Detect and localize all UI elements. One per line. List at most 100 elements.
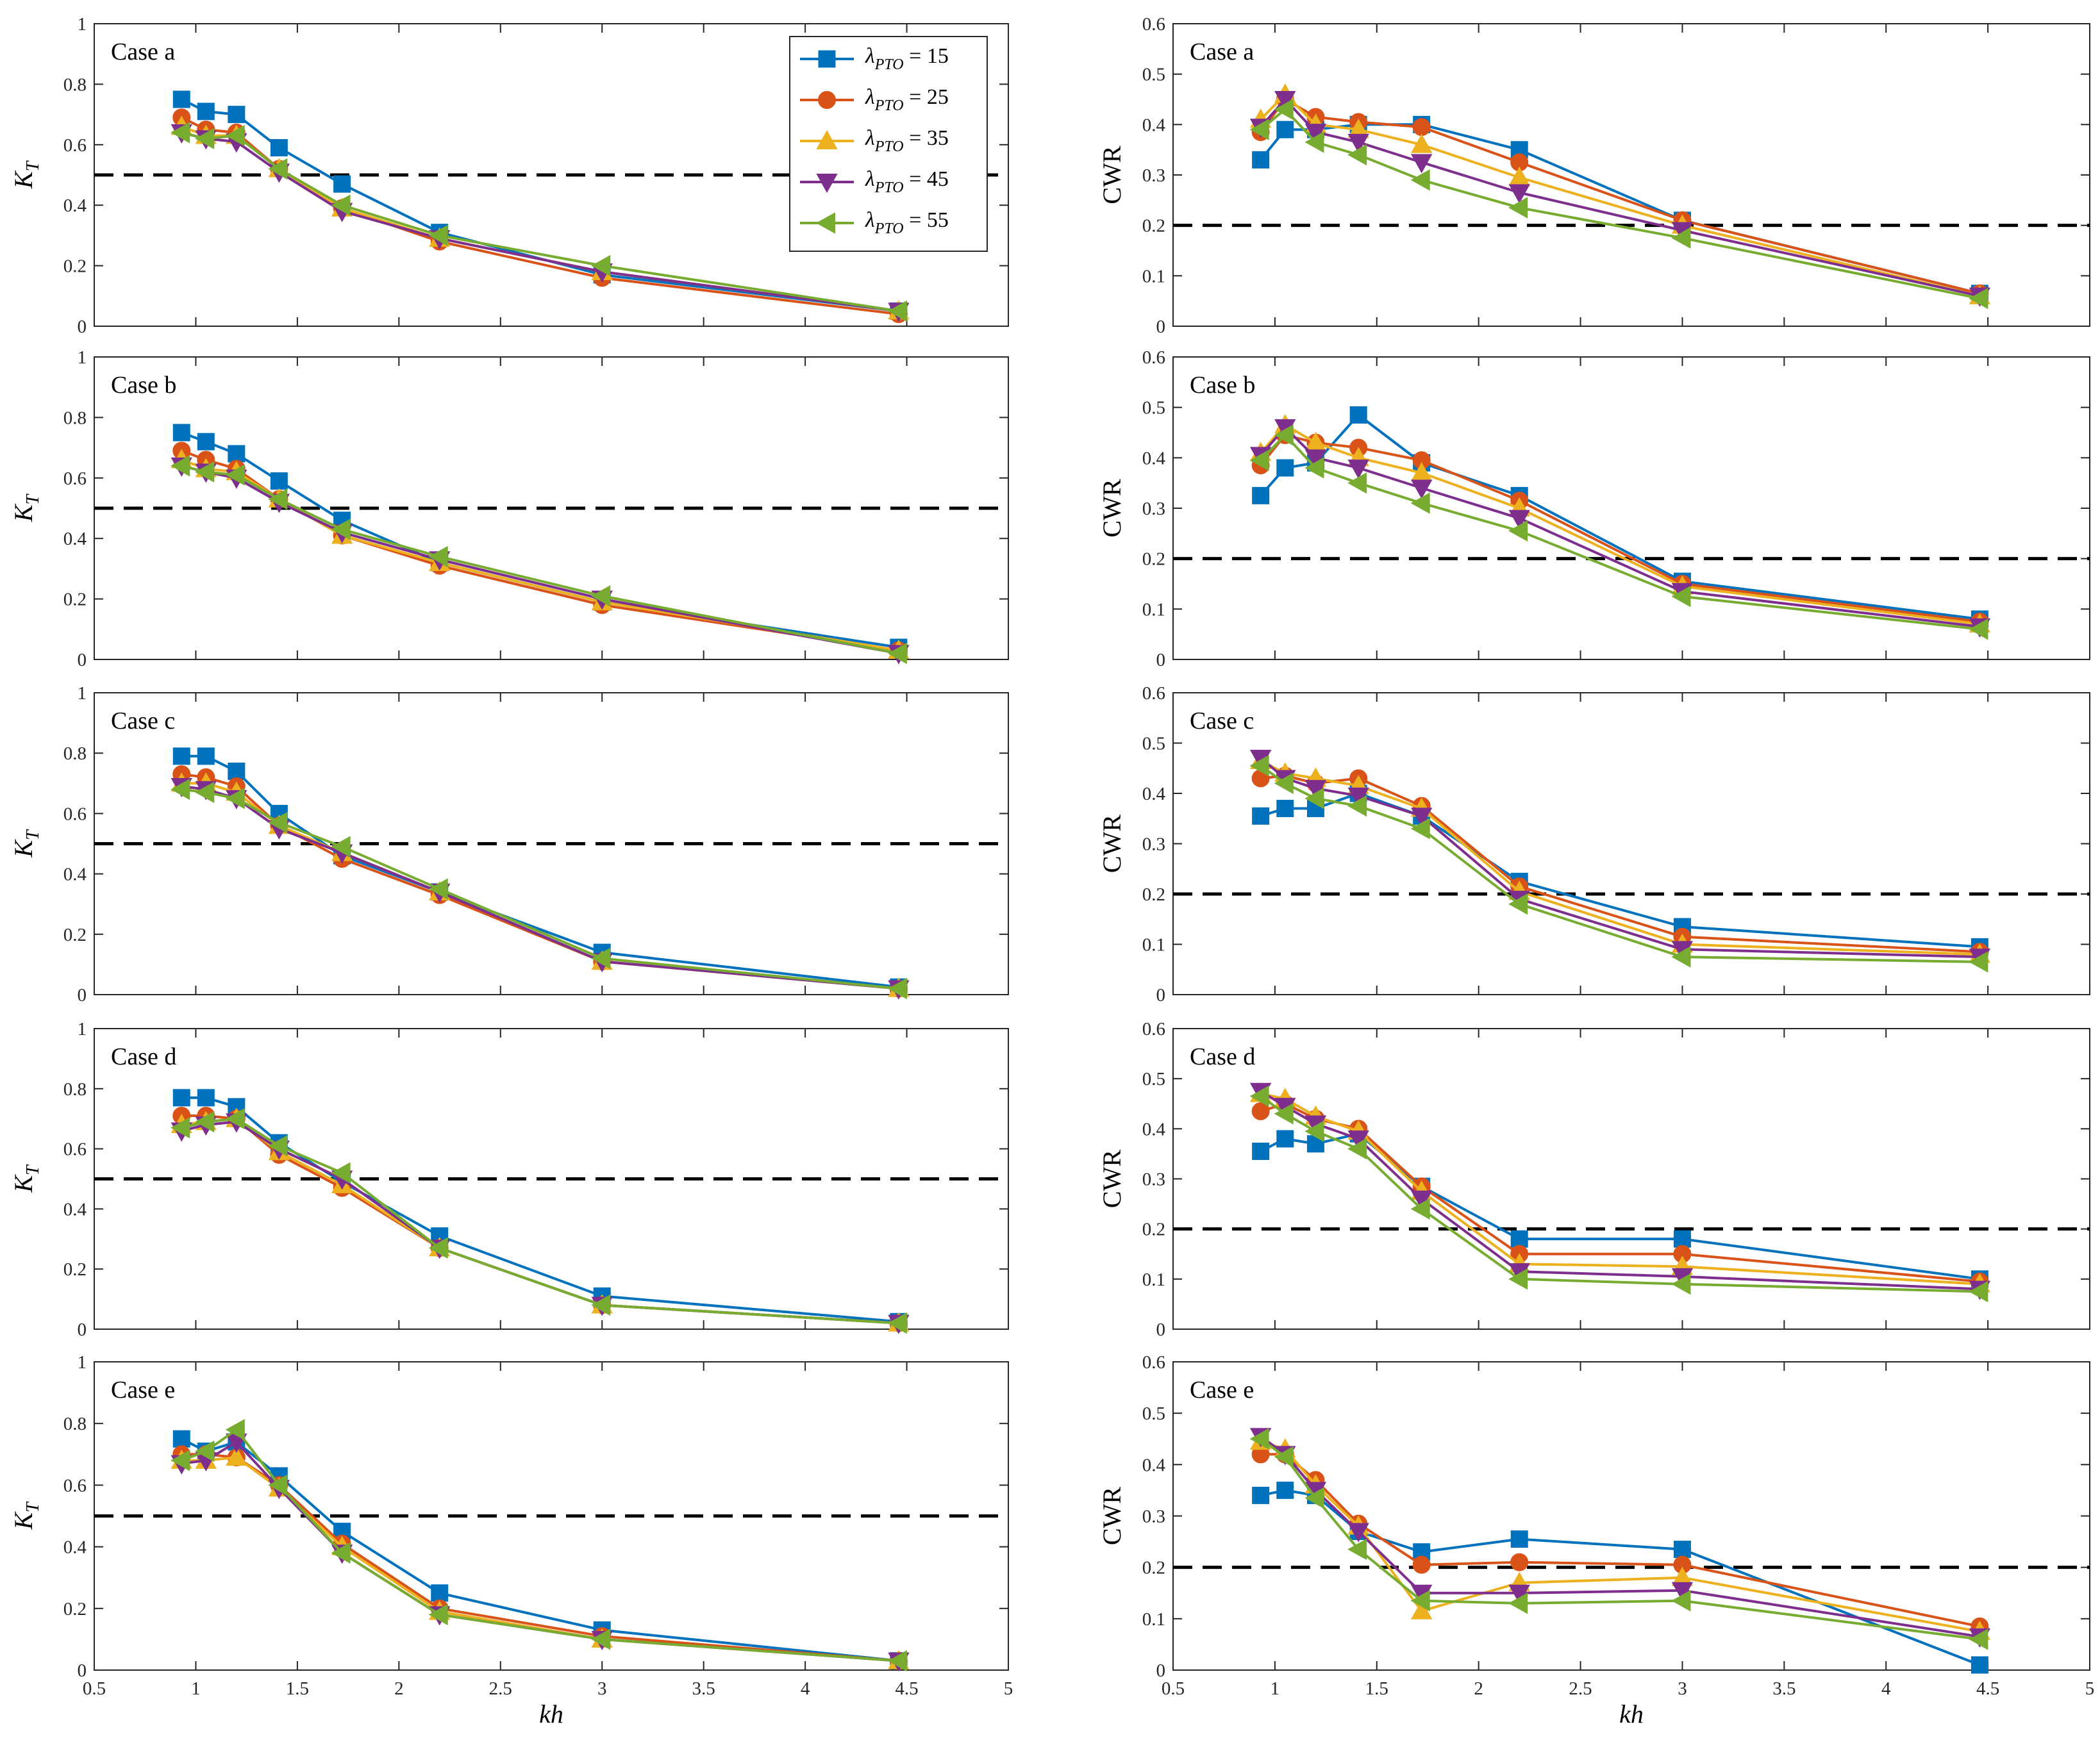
triangle-up-marker [816,129,838,149]
y-axis-title: CWR [1097,815,1126,873]
series-55 [171,455,907,665]
triangle-left-marker [1508,1268,1528,1290]
y-tick-label: 0.5 [1142,734,1165,754]
square-marker [1252,151,1270,169]
triangle-down-marker [1347,1130,1369,1150]
y-axis-title: KT [9,493,43,522]
triangle-left-marker [1671,585,1691,608]
axes-box [1172,23,2090,327]
y-tick-label: 0.2 [63,925,87,945]
y-axis-title: CWR [1097,1150,1126,1208]
circle-marker [1412,1555,1431,1574]
triangle-left-marker [1304,131,1324,153]
y-axis-title-subscript: T [23,1501,43,1512]
y-tick-label: 0.4 [1142,784,1166,804]
triangle-down-marker [1410,479,1433,499]
square-marker [431,1584,449,1602]
triangle-left-marker [1969,951,1988,973]
triangle-left-marker [1347,795,1367,817]
legend-subscript: PTO [874,138,904,155]
y-tick-label: 0.8 [63,1079,87,1100]
triangle-left-marker [1410,1590,1430,1612]
x-tick-label: 4.5 [1976,1678,1999,1699]
triangle-left-marker [1249,1085,1269,1107]
triangle-left-marker [887,977,907,1000]
triangle-left-marker [1508,893,1528,915]
triangle-left-marker [331,1162,351,1184]
case-d-cwr-panel: 0 0.1 0.2 0.3 0.4 0.5 0.6 Case d CWR [1097,1019,2090,1340]
triangle-left-marker [591,1628,611,1650]
triangle-left-marker [1304,1487,1324,1509]
y-tick-label: 0.1 [1142,599,1165,620]
axes-box [1172,356,2090,660]
legend-subscript: PTO [874,56,904,73]
y-tick-label: 0.4 [63,865,87,885]
triangle-left-marker [1274,1103,1294,1125]
case-label: Case c [1190,708,1254,734]
triangle-down-marker [1508,184,1530,204]
legend-subscript: PTO [874,179,904,196]
y-tick-label: 0.6 [63,804,87,824]
y-tick-label: 0.2 [63,256,87,277]
x-tick-label: 4 [1881,1678,1891,1699]
y-tick-label: 1 [78,683,87,704]
x-tick-label: 4.5 [895,1678,918,1699]
y-tick-label: 0.6 [1142,1019,1165,1039]
x-tick-label: 1.5 [286,1678,309,1699]
case-label: Case d [1190,1043,1255,1070]
triangle-down-marker [816,174,838,194]
case-b-kt-panel: 0 0.2 0.4 0.6 0.8 1 Case b KT [9,347,1009,670]
triangle-down-marker [1410,1190,1433,1210]
series-55 [171,1108,907,1334]
x-tick-label: 1.5 [1365,1678,1388,1699]
x-tick-label: 3.5 [692,1678,715,1699]
series-55 [1249,755,1988,973]
case-c-cwr-panel: 0 0.1 0.2 0.3 0.4 0.5 0.6 Case c CWR [1097,683,2090,1006]
square-marker [1252,807,1270,825]
triangle-left-marker [591,947,611,970]
triangle-up-marker [1410,1600,1433,1619]
x-tick-label: 4 [801,1678,810,1699]
square-marker [1252,1143,1270,1161]
square-marker [197,1089,215,1107]
triangle-left-marker [171,1117,190,1139]
triangle-left-marker [1249,755,1269,777]
legend-entry-15: λPTO = 15 [800,44,949,73]
square-marker [172,747,190,765]
y-axis-title-main: K [9,170,38,189]
square-marker [1349,406,1367,424]
series-55 [171,1419,907,1672]
legend-label: λPTO = 15 [865,44,949,73]
square-marker [1252,1486,1270,1504]
triangle-left-marker [591,254,611,277]
x-tick-label: 5 [1004,1678,1013,1699]
legend-value: = 25 [904,85,949,109]
y-tick-label: 0 [78,650,87,670]
triangle-left-marker [1249,1428,1269,1450]
y-tick-label: 0.2 [63,590,87,610]
triangle-left-marker [268,488,288,510]
y-tick-label: 1 [78,1019,87,1039]
y-tick-label: 0.3 [1142,499,1165,519]
triangle-left-marker [1347,144,1367,166]
y-tick-label: 0.2 [1142,216,1165,236]
y-tick-label: 0.6 [63,1475,87,1496]
case-a-cwr-panel: 0 0.1 0.2 0.3 0.4 0.5 0.6 Case a CWR [1097,14,2090,337]
y-tick-label: 0.4 [1142,1119,1166,1139]
circle-marker [1412,118,1431,137]
y-tick-label: 0.5 [1142,398,1165,418]
triangle-left-marker [171,779,190,800]
triangle-left-marker [268,158,288,180]
x-tick-label: 0.5 [1162,1678,1185,1699]
y-tick-label: 0.1 [1142,935,1165,956]
y-tick-label: 0.6 [1142,347,1165,368]
y-tick-label: 0.6 [63,1139,87,1160]
triangle-left-marker [331,194,351,216]
triangle-down-marker [1274,91,1296,111]
y-tick-label: 0 [78,317,87,337]
y-tick-label: 0.5 [1142,1069,1165,1089]
legend-entry-45: λPTO = 45 [800,167,949,196]
y-tick-label: 1 [78,347,87,368]
square-marker [1673,1541,1691,1559]
